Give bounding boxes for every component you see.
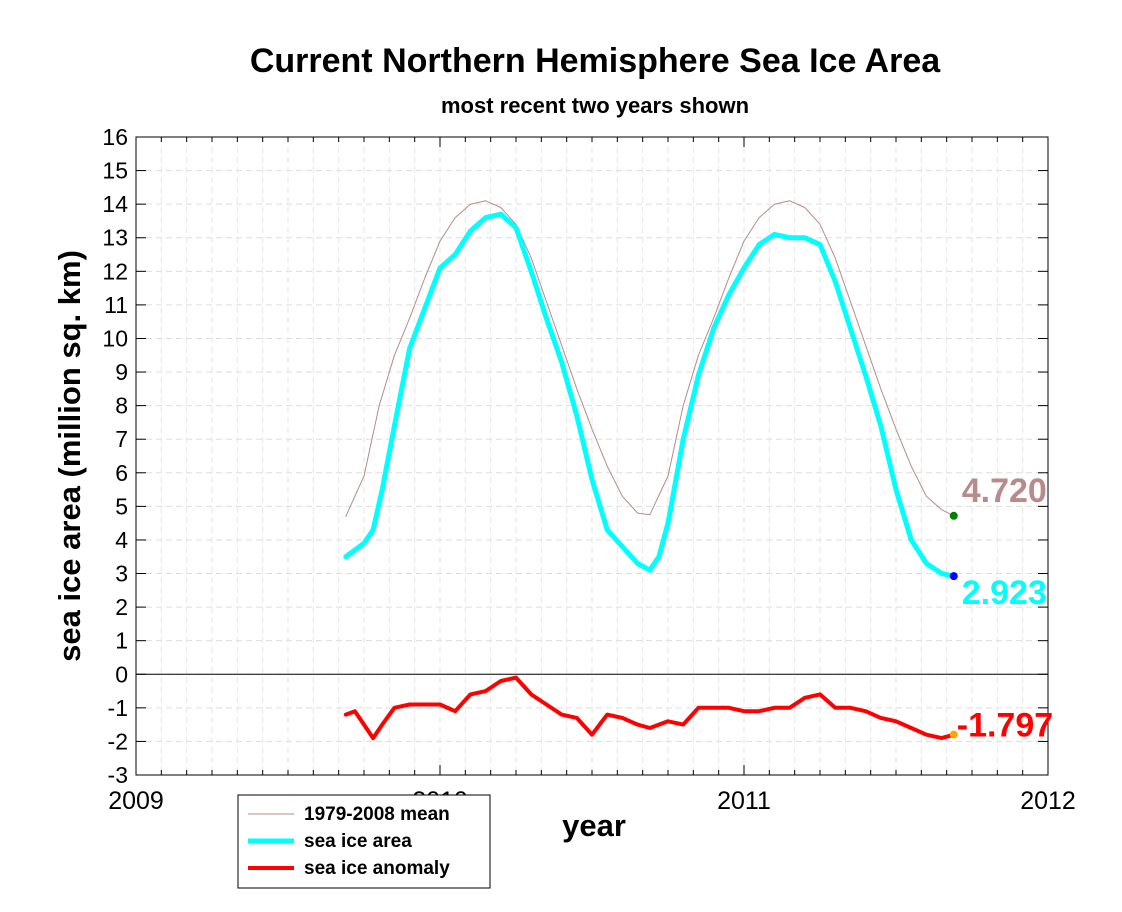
series-line-0 [345, 200, 955, 517]
series-lines [343, 200, 957, 741]
end-value-label-0: 4.720 [962, 472, 1047, 510]
y-tick-label: 9 [115, 359, 128, 385]
y-tick-label: -3 [108, 762, 128, 788]
y-tick-label: 1 [115, 628, 128, 654]
end-value-labels: 4.720 2.923 -1.797 [957, 472, 1053, 745]
end-marker-2 [949, 730, 958, 739]
y-tick-label: 12 [102, 258, 128, 284]
chart-title: Current Northern Hemisphere Sea Ice Area [250, 42, 941, 80]
y-tick-label: 5 [115, 493, 128, 519]
x-tick-label: 2011 [717, 787, 771, 815]
legend-label-2: sea ice anomaly [304, 858, 450, 879]
y-tick-label: -2 [108, 728, 128, 754]
y-tick-label: 4 [115, 527, 128, 553]
y-tick-label: 0 [115, 661, 128, 687]
y-tick-label: 8 [115, 393, 128, 419]
x-tick-label: 2009 [108, 787, 164, 815]
y-tick-label: 13 [102, 225, 128, 251]
legend-label-1: sea ice area [304, 831, 412, 852]
legend-label-0: 1979-2008 mean [304, 804, 450, 825]
chart-subtitle: most recent two years shown [441, 93, 749, 118]
series-line-1 [343, 211, 957, 579]
y-tick-label: 2 [115, 594, 128, 620]
end-value-label-1: 2.923 [962, 574, 1047, 612]
y-tick-label: 6 [115, 460, 128, 486]
y-tick-label: 10 [102, 325, 128, 351]
axis-ticks [135, 136, 1049, 776]
end-markers [949, 511, 958, 739]
series-line-2 [343, 675, 956, 741]
y-tick-label: 7 [115, 426, 128, 452]
y-tick-label: 16 [102, 124, 128, 150]
grid-lines [136, 137, 1048, 775]
legend: 1979-2008 mean sea ice area sea ice anomal… [237, 794, 491, 889]
y-tick-label: 14 [102, 191, 128, 217]
y-axis-label: sea ice area (million sq. km) [52, 250, 87, 662]
x-axis-label: year [562, 808, 626, 843]
y-tick-label: -1 [108, 695, 128, 721]
end-value-label-2: -1.797 [957, 707, 1053, 745]
y-tick-label: 11 [104, 292, 128, 318]
end-marker-1 [949, 572, 958, 581]
end-marker-0 [949, 511, 958, 520]
y-tick-label: 3 [115, 561, 128, 587]
x-tick-label: 2012 [1020, 787, 1076, 815]
y-tick-label: 15 [102, 158, 128, 184]
